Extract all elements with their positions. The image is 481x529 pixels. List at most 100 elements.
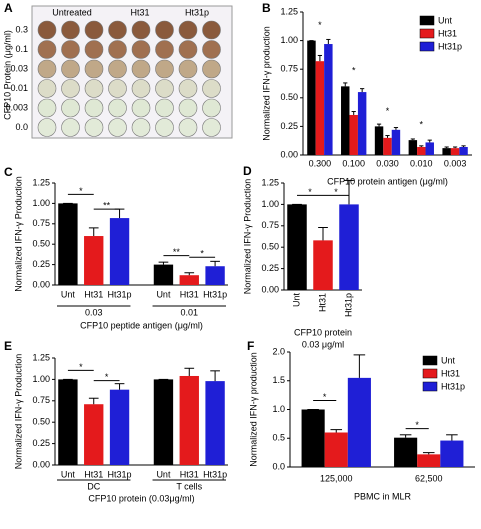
significance-label: * (318, 20, 322, 30)
x-tick-label: Ht31p (203, 469, 227, 479)
bar (153, 264, 174, 285)
y-axis-label: Normalized IFN-γ production (261, 26, 271, 141)
significance-label: * (323, 392, 327, 402)
bar (417, 454, 441, 467)
well (108, 59, 127, 79)
y-tick-label: 0.75 (32, 218, 50, 228)
y-tick-label: 0.50 (280, 92, 298, 102)
x-tick-label: Ht31p (108, 289, 132, 299)
bar (391, 129, 401, 155)
bar (349, 114, 358, 155)
well (61, 79, 80, 98)
well (131, 118, 151, 137)
bar (442, 148, 451, 155)
bar (205, 266, 225, 285)
group-label: 0.01 (181, 307, 199, 317)
y-tick-label: 0.75 (32, 395, 50, 405)
well (131, 79, 151, 98)
y-tick-label: 0.50 (261, 242, 279, 252)
well (178, 59, 198, 79)
y-tick-label: 0.25 (261, 263, 279, 273)
y-tick-label: 0.25 (32, 438, 50, 448)
row-label: 0.3 (15, 24, 28, 34)
well (61, 59, 80, 79)
bar (425, 142, 434, 155)
bar (450, 148, 460, 155)
row-label: 0.03 (10, 63, 28, 73)
panel-label: F (247, 339, 254, 353)
x-tick-label: 0.010 (410, 158, 433, 168)
y-tick-label: 0.50 (32, 239, 50, 249)
column-header: Untreated (52, 7, 92, 17)
well (178, 98, 198, 118)
x-tick-label: Ht31 (180, 469, 199, 479)
well (84, 118, 104, 137)
bar (324, 44, 333, 156)
y-tick-label: 1.25 (32, 177, 50, 187)
x-axis-label: PBMC in MLR (354, 491, 412, 501)
well (155, 79, 174, 98)
x-tick-label: Unt (156, 469, 171, 479)
x-tick-label: 0.003 (444, 158, 467, 168)
well (61, 118, 80, 137)
legend-swatch (422, 355, 438, 366)
bar (408, 140, 418, 155)
panel-label: D (243, 164, 252, 178)
bar (383, 137, 392, 155)
well (37, 59, 57, 79)
legend-swatch (419, 28, 435, 39)
x-tick-label: 0.300 (309, 158, 332, 168)
bar (205, 381, 225, 465)
column-header: Ht31 (130, 7, 149, 17)
significance-label: * (334, 187, 338, 197)
row-label: 0.1 (15, 44, 28, 54)
y-axis-label: Normalized IFN-γ Production (242, 179, 252, 295)
bar (313, 240, 333, 290)
bar (58, 379, 78, 465)
y-tick-label: 1.25 (280, 6, 298, 16)
significance-label: * (352, 66, 356, 76)
significance-label: * (200, 249, 204, 259)
y-tick-label: 1.0 (272, 404, 285, 414)
y-tick-label: 0.50 (32, 417, 50, 427)
well (202, 118, 221, 137)
panel-label: E (4, 339, 12, 353)
well (131, 98, 151, 118)
y-tick-label: 0.0 (272, 461, 285, 471)
significance-label: * (420, 120, 424, 130)
bar (339, 204, 359, 290)
x-tick-label: Ht31 (84, 289, 103, 299)
well (155, 20, 174, 40)
well (202, 79, 221, 98)
well (61, 20, 80, 40)
bar (287, 204, 307, 290)
legend-label: Unt (441, 355, 456, 365)
x-tick-label: Ht31 (180, 289, 199, 299)
y-tick-label: 0.00 (32, 279, 50, 289)
bar (341, 86, 350, 155)
y-axis-label: Normalized IFN-γ production (248, 352, 258, 467)
well (178, 118, 198, 137)
x-axis-label: CFP10 protein (0.03μg/ml) (88, 493, 194, 503)
significance-label: * (308, 187, 312, 197)
significance-label: * (79, 362, 83, 372)
group-label: T cells (176, 481, 202, 491)
well (202, 20, 221, 40)
legend-swatch (422, 381, 438, 392)
significance-label: ** (173, 247, 181, 257)
y-tick-label: 1.25 (261, 177, 279, 187)
x-tick-label: Unt (156, 289, 171, 299)
significance-label: * (105, 372, 109, 382)
well (37, 118, 57, 137)
well (202, 59, 221, 79)
x-axis-label: CFP10 protein (294, 327, 352, 337)
y-tick-label: 0.75 (280, 64, 298, 74)
y-tick-label: 0.00 (32, 459, 50, 469)
row-label: 0.003 (5, 102, 28, 112)
well (131, 40, 151, 59)
bar (109, 389, 130, 465)
x-tick-label: Ht31 (84, 469, 103, 479)
x-axis-label: CFP10 peptide antigen (μg/ml) (80, 320, 203, 330)
significance-label: * (415, 420, 419, 430)
well (108, 20, 127, 40)
